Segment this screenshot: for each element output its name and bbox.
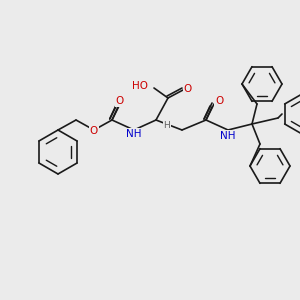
Text: NH: NH bbox=[220, 131, 236, 141]
Text: O: O bbox=[215, 96, 223, 106]
Text: HO: HO bbox=[132, 81, 148, 91]
Text: O: O bbox=[116, 96, 124, 106]
Text: NH: NH bbox=[126, 129, 142, 139]
Text: H: H bbox=[164, 121, 170, 130]
Text: O: O bbox=[184, 84, 192, 94]
Text: O: O bbox=[90, 126, 98, 136]
